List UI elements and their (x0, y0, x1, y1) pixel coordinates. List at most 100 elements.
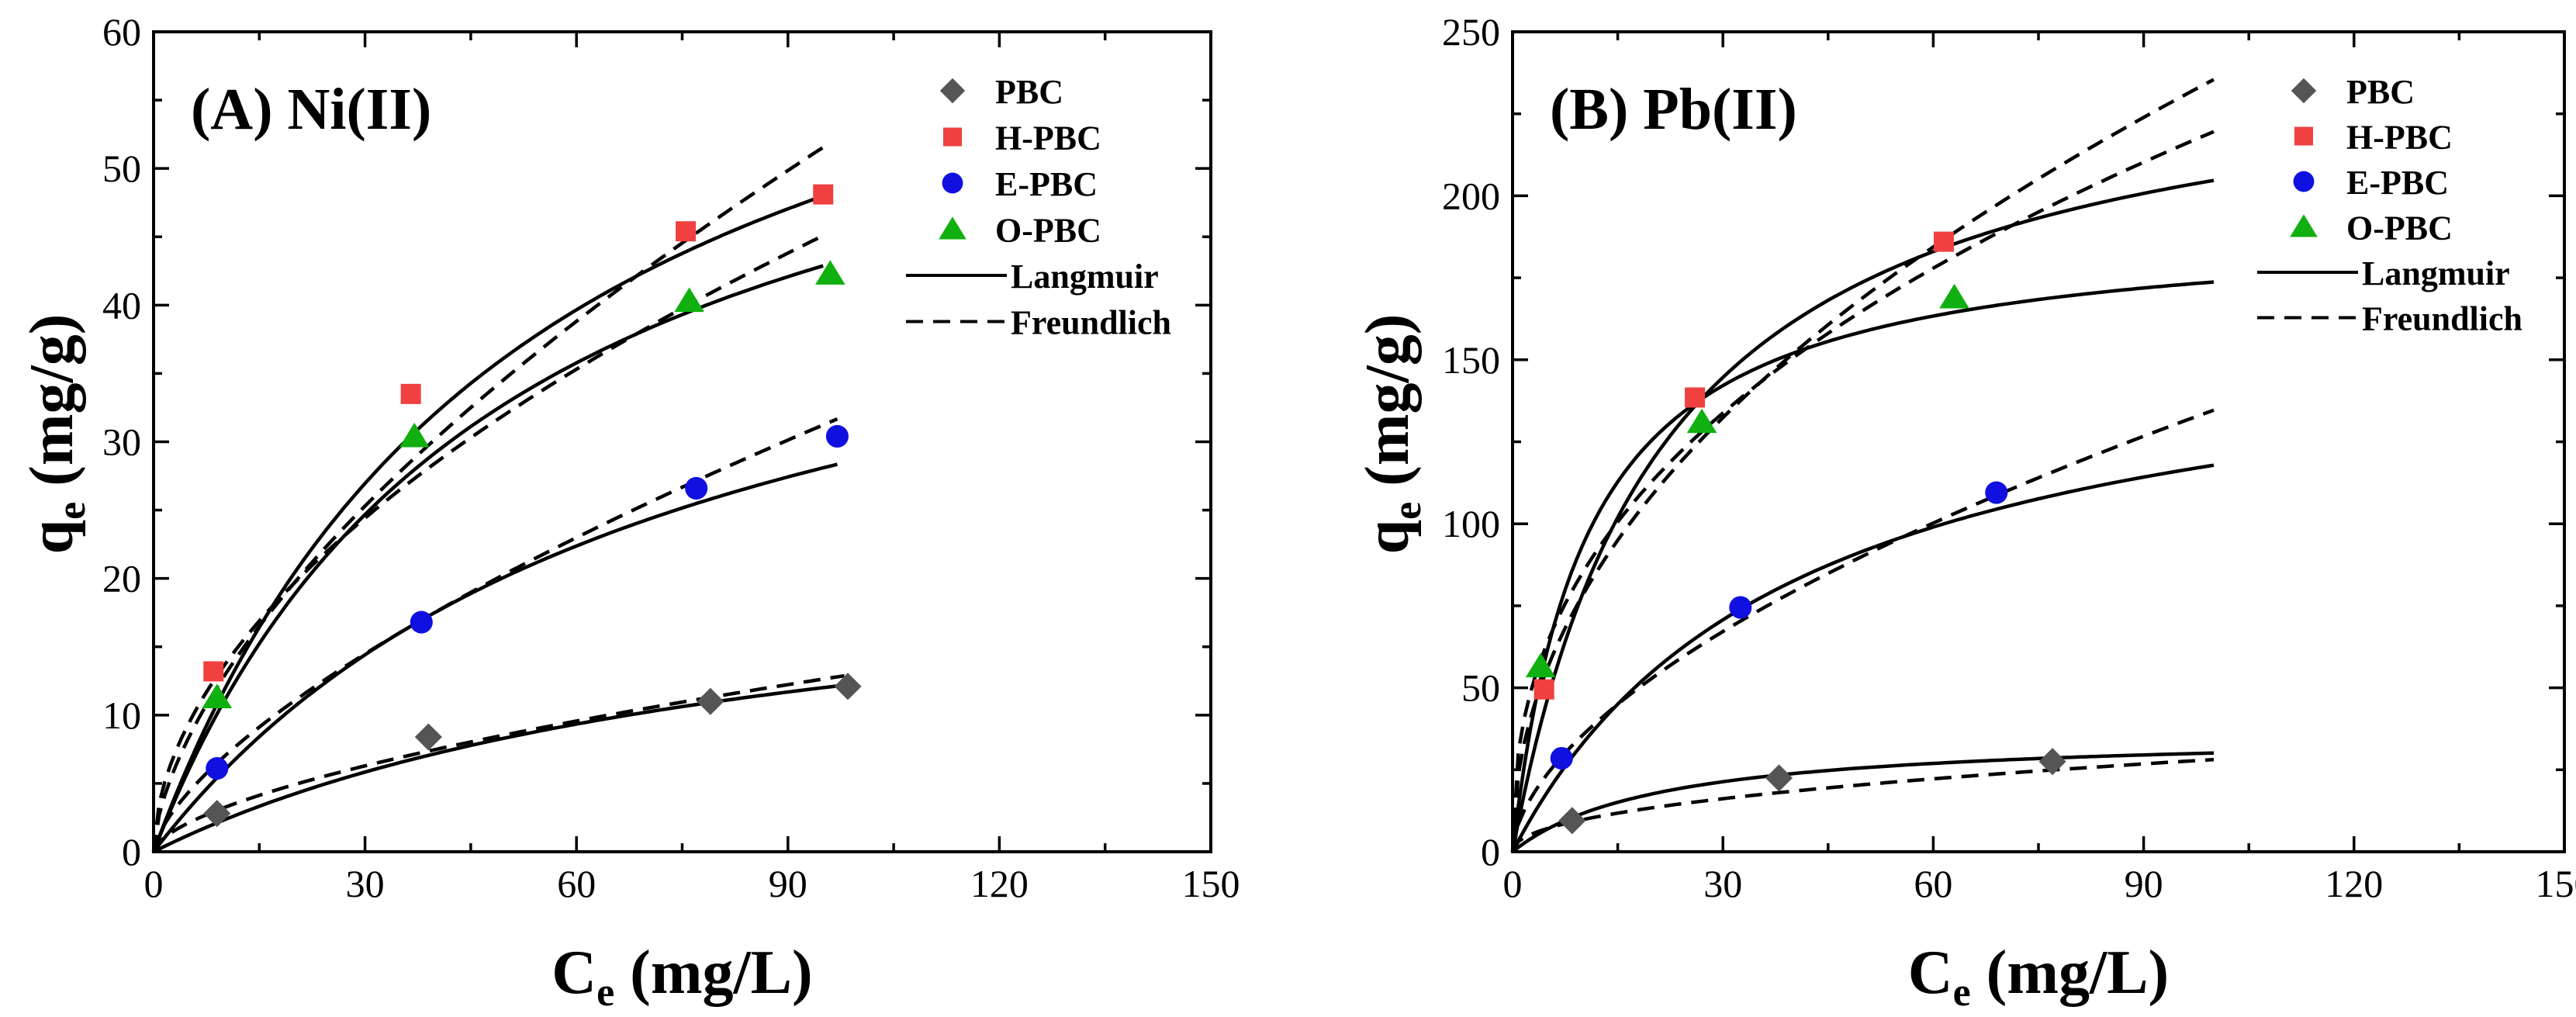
y-tick-label: 60 (102, 10, 141, 54)
x-axis-title-sub: e (596, 970, 614, 1015)
data-points (1525, 231, 2066, 835)
y-tick-label: 20 (102, 557, 141, 600)
freundlich-curve-pbc (152, 673, 845, 853)
legend-label: O-PBC (2346, 209, 2453, 247)
legend-label: Langmuir (1011, 258, 1159, 296)
y-axis-title-main: q (18, 520, 86, 555)
legend-label: PBC (2346, 73, 2415, 111)
langmuir-curve-o-pbc (151, 264, 824, 853)
legend-marker-h-pbc (2294, 126, 2313, 146)
freundlich-curve-e-pbc (1510, 408, 2215, 853)
y-tick-label: 30 (102, 420, 141, 464)
x-tick-label: 30 (1703, 862, 1742, 905)
y-tick-label: 200 (1442, 174, 1500, 217)
langmuir-curve-o-pbc (1510, 280, 2215, 853)
data-point-pbc (203, 800, 231, 828)
x-axis-title-sub: e (1953, 970, 1971, 1015)
langmuir-curve-pbc (1511, 751, 2215, 853)
legend-label: E-PBC (995, 165, 1098, 203)
legend: PBC H-PBC E-PBC O-PBC Langmuir Freundlich (2257, 73, 2522, 338)
y-tick-label: 250 (1442, 10, 1500, 54)
y-tick-label: 0 (1481, 830, 1500, 873)
data-point-o-pbc (815, 260, 845, 285)
data-points (202, 184, 862, 828)
data-point-e-pbc (1729, 596, 1752, 619)
x-tick-label: 0 (1503, 862, 1523, 905)
freundlich-curve-e-pbc (151, 417, 838, 853)
legend-label: H-PBC (2346, 119, 2453, 157)
y-axis-title: qe (mg/g) (1354, 314, 1430, 555)
data-point-pbc (414, 723, 442, 751)
freundlich-curve-pbc (1511, 757, 2215, 853)
x-tick-label: 0 (144, 862, 164, 905)
legend-marker-h-pbc (943, 127, 962, 147)
y-axis-title-sub: e (50, 502, 94, 520)
y-tick-label: 40 (102, 283, 141, 327)
data-point-e-pbc (1550, 746, 1573, 770)
x-axis-title: Ce (mg/L) (552, 939, 812, 1015)
panel-b: 0 30 60 90 120 150 0 50 100 150 200 250 Ce (mg/L) qe … (1354, 10, 2576, 1015)
data-point-e-pbc (1985, 481, 2008, 504)
fit-curves (151, 146, 845, 854)
legend-marker-o-pbc (939, 216, 966, 240)
data-point-pbc (1765, 764, 1793, 792)
x-tick-label: 60 (557, 862, 596, 905)
x-tick-label: 150 (2536, 862, 2576, 905)
y-tick-label: 50 (1461, 666, 1500, 710)
data-point-o-pbc (1686, 408, 1717, 434)
y-axis-title-main: q (1354, 520, 1422, 555)
x-axis-title-unit: (mg/L) (1971, 939, 2170, 1007)
legend-label: O-PBC (995, 212, 1101, 250)
data-point-e-pbc (410, 611, 433, 634)
x-tick-label: 30 (346, 862, 385, 905)
legend-marker-pbc (2291, 78, 2317, 104)
x-tick-label: 120 (970, 862, 1029, 905)
data-point-o-pbc (1939, 283, 1969, 309)
data-point-pbc (697, 687, 724, 715)
x-tick-label: 60 (1914, 862, 1952, 905)
freundlich-curve-o-pbc (1510, 130, 2215, 853)
data-point-h-pbc (676, 221, 697, 242)
panel-title: (B) Pb(II) (1550, 77, 1797, 142)
y-tick-label: 100 (1442, 502, 1500, 545)
y-axis-title: qe (mg/g) (18, 314, 94, 555)
data-point-o-pbc (1525, 652, 1556, 678)
langmuir-curve-h-pbc (151, 194, 824, 853)
x-axis-title-main: C (1908, 939, 1953, 1007)
legend-marker-e-pbc (942, 172, 963, 194)
langmuir-curve-e-pbc (152, 462, 838, 853)
y-axis-title-unit: (mg/g) (1354, 314, 1422, 502)
freundlich-curve-o-pbc (151, 233, 825, 853)
data-point-h-pbc (400, 383, 421, 404)
x-axis-title: Ce (mg/L) (1908, 939, 2169, 1015)
data-point-pbc (1558, 807, 1586, 835)
x-tick-label: 90 (769, 862, 807, 905)
data-point-o-pbc (399, 422, 430, 448)
langmuir-curve-e-pbc (1511, 463, 2215, 853)
y-axis-title-sub: e (1385, 502, 1430, 520)
panel-title: (A) Ni(II) (191, 77, 431, 142)
langmuir-curve-h-pbc (1510, 178, 2215, 853)
y-tick-label: 50 (102, 147, 141, 190)
data-point-pbc (2038, 748, 2066, 776)
data-point-pbc (834, 673, 862, 700)
legend-marker-e-pbc (2293, 171, 2315, 192)
data-point-o-pbc (202, 683, 233, 708)
langmuir-curve-pbc (152, 683, 845, 854)
legend-marker-pbc (939, 78, 966, 104)
freundlich-curve-h-pbc (1510, 78, 2215, 853)
fit-curves (1510, 78, 2215, 853)
legend-label: E-PBC (2346, 164, 2449, 202)
legend-label: H-PBC (995, 119, 1101, 157)
legend-label: Freundlich (1011, 304, 1171, 342)
data-point-h-pbc (1685, 387, 1706, 408)
data-point-e-pbc (685, 476, 708, 500)
legend-marker-o-pbc (2290, 214, 2318, 237)
x-tick-label: 90 (2125, 862, 2163, 905)
y-tick-label: 0 (122, 830, 141, 873)
legend-label: Freundlich (2362, 300, 2522, 338)
y-tick-label: 10 (102, 694, 141, 737)
x-axis-title-main: C (552, 939, 596, 1007)
